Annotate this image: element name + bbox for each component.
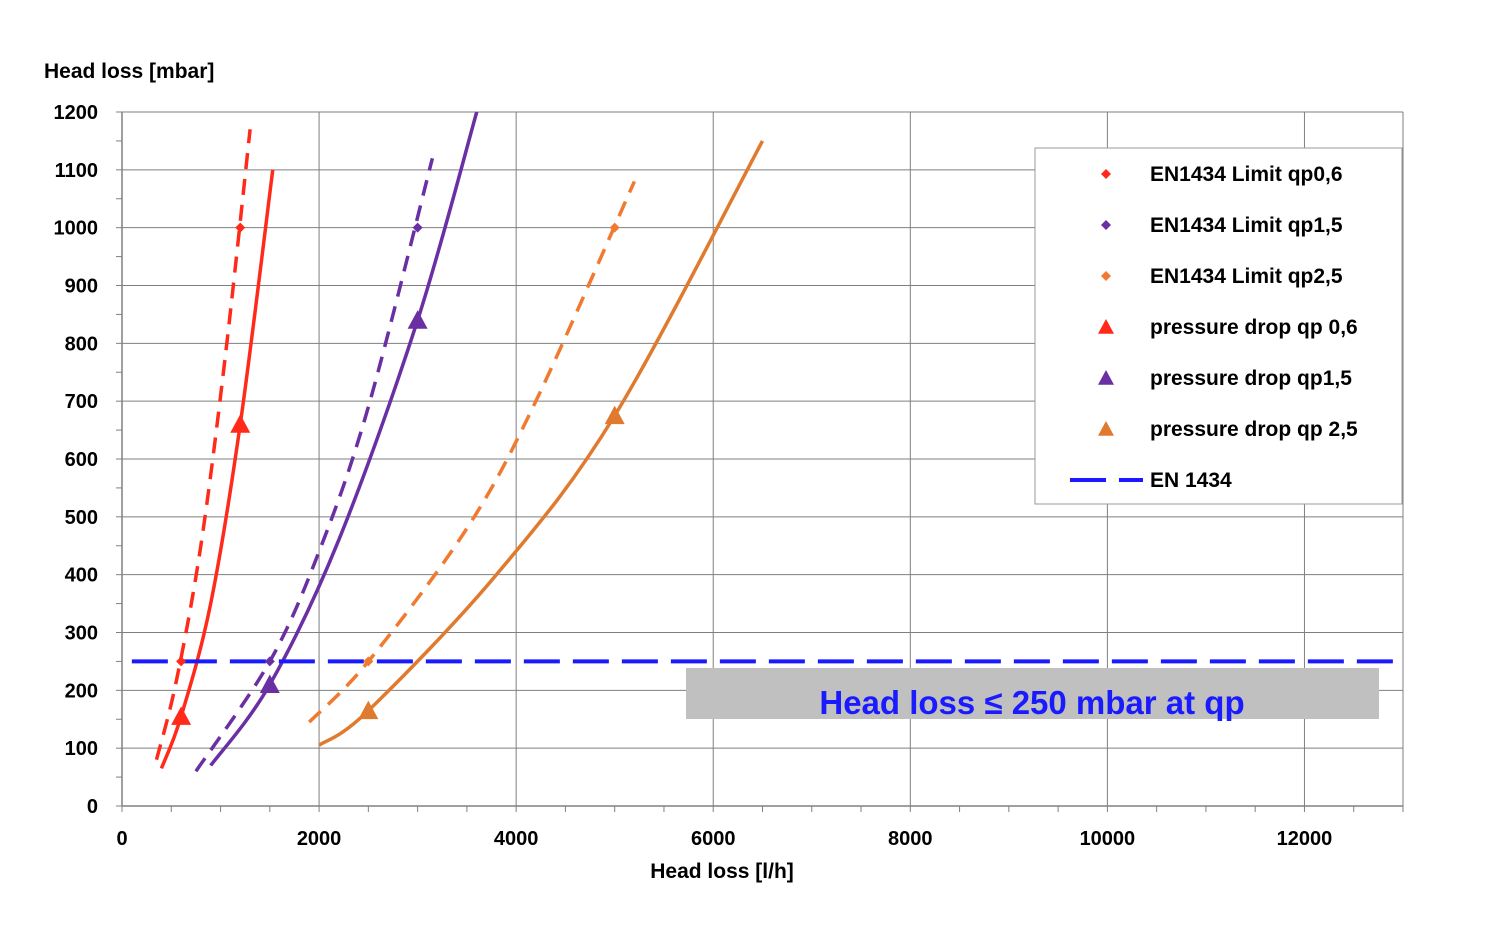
limit-curve: [154, 129, 252, 761]
legend-marker: [1101, 271, 1111, 281]
x-tick-label: 12000: [1277, 828, 1333, 850]
annotation-banner-bg: [686, 668, 1379, 719]
pressure-drop-marker: [171, 706, 192, 725]
legend-box: [1034, 147, 1403, 505]
legend-marker: [1098, 421, 1114, 436]
pressure-drop-marker: [259, 674, 280, 694]
y-tick-label: 600: [65, 449, 98, 471]
annotation-banner-text: Head loss ≤ 250 mbar at qp: [819, 684, 1244, 721]
pressure-drop-marker: [358, 700, 379, 720]
y-axis-title: Head loss [mbar]: [44, 60, 214, 83]
legend-label: EN 1434: [1150, 469, 1232, 492]
y-tick-label: 200: [65, 680, 98, 702]
limit-curve: [194, 157, 435, 773]
y-tick-label: 1000: [54, 218, 99, 240]
legend-label: pressure drop qp 2,5: [1150, 418, 1358, 441]
x-tick-label: 6000: [691, 828, 736, 850]
pressure-drop-marker: [407, 310, 428, 329]
limit-point-marker: [363, 656, 374, 667]
y-tick-label: 1100: [55, 160, 98, 182]
legend-label: pressure drop qp 0,6: [1150, 316, 1358, 339]
y-tick-label: 100: [65, 738, 98, 760]
legend-label: EN1434 Limit qp2,5: [1150, 265, 1343, 288]
x-axis-title: Head loss [l/h]: [650, 860, 794, 883]
pressure-drop-marker: [230, 414, 251, 433]
x-tick-label: 8000: [888, 828, 933, 850]
x-tick-label: 4000: [494, 828, 539, 850]
pressure-drop-marker: [604, 405, 625, 425]
limit-curve: [307, 180, 636, 724]
pressure-drop-curve: [209, 111, 479, 767]
legend: EN1434 Limit qp0,6 EN1434 Limit qp1,5 EN14…: [1034, 147, 1403, 505]
y-tick-label: 700: [65, 391, 98, 413]
limit-point-marker: [264, 656, 275, 667]
y-tick-label: 400: [65, 565, 98, 587]
axes: [121, 112, 1403, 807]
series-markers: [171, 222, 625, 725]
legend-label: EN1434 Limit qp1,5: [1150, 214, 1343, 237]
annotation-banner: Head loss ≤ 250 mbar at qp: [686, 668, 1379, 721]
y-tick-labels: 0 100 200 300 400 500 600 700 800 900 1000 1100 1200: [54, 102, 99, 818]
limit-point-marker: [412, 222, 423, 233]
legend-label: EN1434 Limit qp0,6: [1150, 163, 1343, 186]
limit-point-marker: [235, 222, 246, 233]
limit-point-marker: [176, 656, 187, 667]
minor-ticks: [116, 111, 1404, 812]
y-tick-label: 300: [65, 623, 98, 645]
x-tick-label: 0: [116, 828, 127, 850]
y-tick-label: 0: [87, 796, 98, 818]
pressure-drop-curve: [318, 140, 765, 747]
y-tick-label: 800: [65, 333, 98, 355]
y-tick-label: 1200: [54, 102, 99, 124]
series-curves: [154, 111, 765, 773]
y-tick-label: 900: [65, 276, 98, 298]
legend-marker: [1101, 169, 1111, 179]
legend-label: pressure drop qp1,5: [1150, 367, 1352, 390]
y-tick-label: 500: [65, 507, 98, 529]
legend-marker: [1098, 319, 1114, 334]
limit-point-marker: [609, 222, 620, 233]
legend-marker: [1101, 220, 1111, 230]
x-tick-label: 2000: [297, 828, 342, 850]
legend-marker: [1098, 370, 1114, 385]
x-tick-label: 10000: [1080, 828, 1136, 850]
x-tick-labels: 0 2000 4000 6000 8000 10000 12000: [116, 828, 1332, 850]
